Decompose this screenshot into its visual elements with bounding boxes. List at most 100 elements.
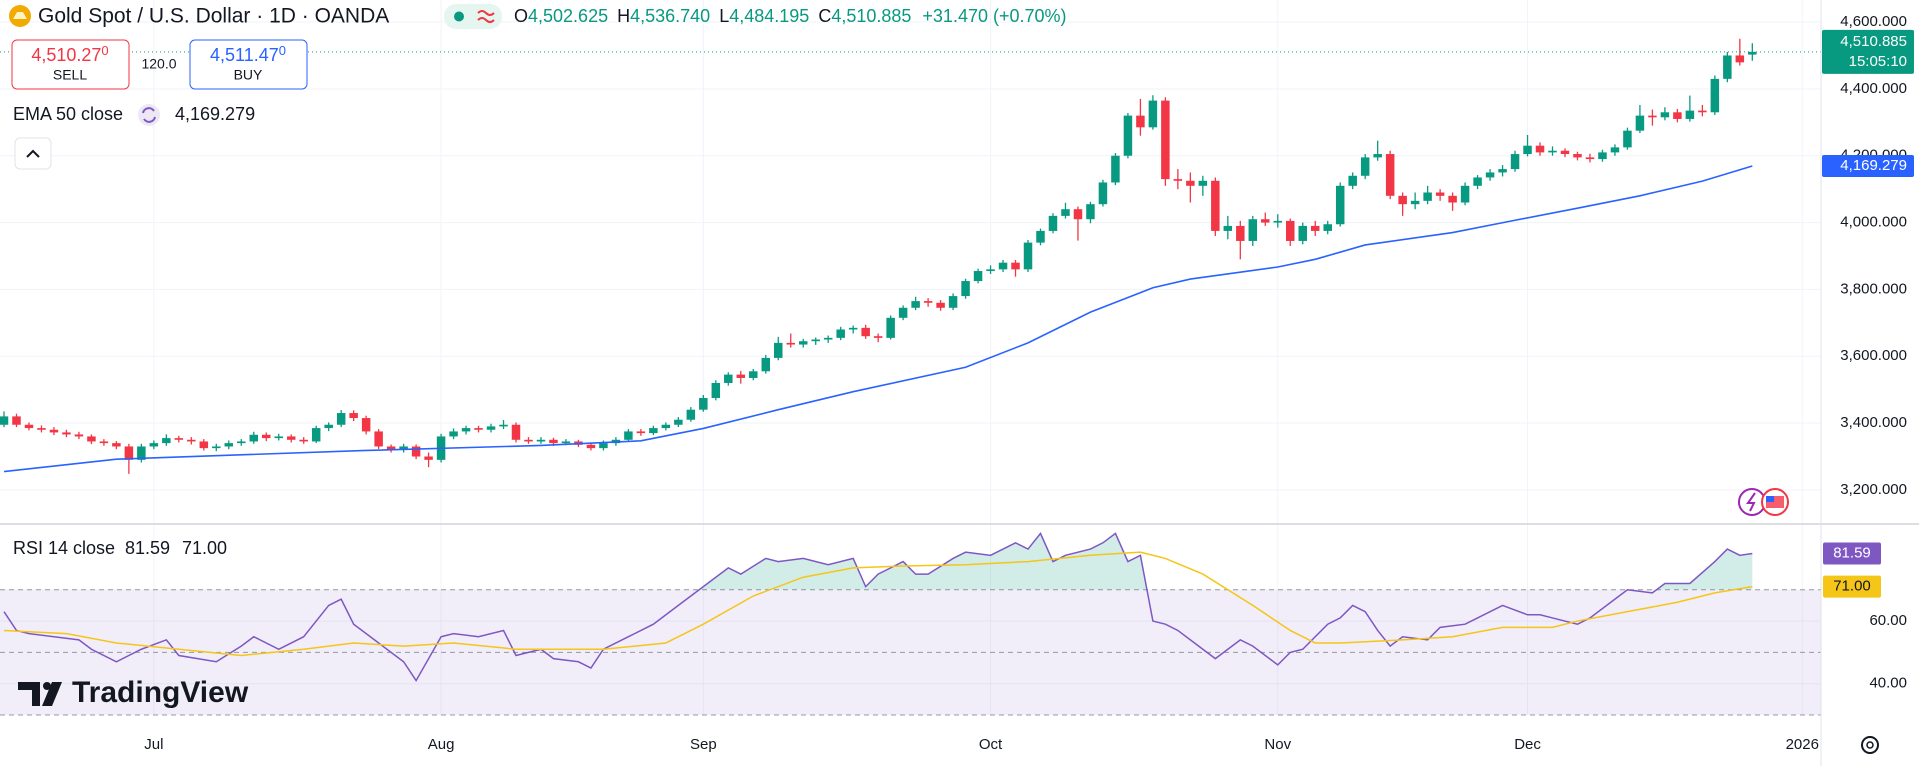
- candle-body: [137, 446, 146, 460]
- candle-body: [798, 341, 808, 345]
- candle-body: [986, 269, 995, 272]
- candle-body: [411, 446, 421, 457]
- candle-body: [324, 424, 333, 429]
- y-tick-label: 4,400.000: [1840, 80, 1907, 97]
- candle-body: [1523, 145, 1532, 155]
- sell-button[interactable]: [11, 39, 130, 90]
- candle-body: [1248, 219, 1258, 241]
- candle-body: [62, 432, 71, 435]
- candle-body: [424, 456, 433, 460]
- collapse-button[interactable]: [14, 137, 52, 170]
- y-tick-label: 4,600.000: [1840, 13, 1907, 30]
- candle-body: [823, 337, 833, 340]
- candle-body: [1548, 150, 1557, 153]
- x-tick-label: 2026: [1786, 736, 1819, 753]
- buy-button[interactable]: [189, 39, 308, 90]
- candle-body: [1111, 155, 1120, 183]
- candle-body: [586, 444, 596, 449]
- rsi-value-box: [1823, 575, 1881, 598]
- candle-body: [0, 416, 9, 425]
- brand-name: TradingView: [72, 676, 249, 709]
- candle-body: [1098, 182, 1108, 205]
- candle-body: [898, 307, 908, 318]
- candle-body: [1685, 110, 1695, 119]
- candle-body: [961, 281, 970, 297]
- candle-body: [1261, 219, 1270, 223]
- candle-body: [237, 441, 246, 444]
- candle-body: [699, 398, 708, 410]
- candle-body: [1535, 145, 1545, 153]
- candle-body: [1011, 262, 1020, 270]
- candle-body: [1373, 154, 1382, 158]
- ohlc-key: C: [818, 6, 831, 26]
- rsi-ma-legend-value: 71.00: [182, 538, 227, 558]
- ema-line: [3, 165, 1753, 473]
- candle-body: [1723, 55, 1732, 79]
- brand-glyph: [42, 682, 62, 706]
- buy-price: 4,511.470: [210, 43, 286, 64]
- price-layer: [0, 38, 1821, 474]
- ema-legend[interactable]: EMA 50 close: [13, 104, 123, 124]
- settings-icon[interactable]: [1861, 736, 1879, 754]
- candle-body: [499, 424, 508, 427]
- candle-body: [774, 342, 783, 358]
- candle-body: [1385, 154, 1395, 196]
- candle-body: [1023, 242, 1033, 270]
- sell-label: SELL: [53, 67, 87, 83]
- candle-body: [1073, 209, 1083, 220]
- rsi-legend[interactable]: RSI 14 close: [13, 538, 115, 558]
- candle-body: [1360, 157, 1370, 176]
- candle-body: [299, 439, 308, 442]
- candle-body: [1410, 200, 1420, 205]
- x-tick-label: Oct: [979, 736, 1003, 753]
- candle-body: [1735, 55, 1745, 63]
- price-change: +31.470 (+0.70%): [922, 6, 1066, 26]
- symbol-title[interactable]: Gold Spot / U.S. Dollar · 1D · OANDA: [38, 5, 389, 28]
- sell-price: 4,510.270: [31, 43, 108, 64]
- y-tick-label: 3,800.000: [1840, 280, 1907, 297]
- brand-logo[interactable]: TradingView: [18, 676, 249, 709]
- candle-body: [911, 301, 920, 308]
- symbol-logo-glyph: [13, 12, 27, 19]
- y-tick-label: 3,600.000: [1840, 347, 1907, 364]
- buy-price-main: 4,511.47: [210, 45, 279, 65]
- candle-body: [1198, 180, 1208, 186]
- rsi-value-label: 71.00: [1833, 578, 1871, 595]
- candle-body: [836, 329, 845, 338]
- market-status[interactable]: [444, 4, 502, 29]
- candle-body: [1498, 169, 1507, 173]
- data-icon: [477, 10, 495, 23]
- collapse-glyph: [26, 149, 40, 158]
- candle-body: [561, 441, 571, 444]
- candle-body: [1123, 115, 1133, 156]
- candle-body: [1698, 110, 1707, 113]
- candle-body: [599, 443, 608, 449]
- x-tick-label: Sep: [690, 736, 717, 753]
- candle-body: [711, 382, 721, 399]
- candle-body: [1148, 100, 1158, 128]
- candle-body: [1161, 100, 1170, 180]
- ohlc-readout: O4,502.625 H4,536.740 L4,484.195 C4,510.…: [514, 6, 1067, 26]
- y-tick-label: 60.00: [1869, 612, 1907, 629]
- buy-price-fraction: 0: [279, 43, 286, 58]
- brand-glyph: [43, 682, 51, 690]
- candle-body: [1510, 154, 1520, 170]
- candle-body: [249, 434, 259, 442]
- candle-body: [1136, 115, 1145, 128]
- candle-body: [12, 416, 21, 425]
- candle-body: [1335, 185, 1345, 225]
- candle-body: [24, 424, 34, 429]
- candle-body: [886, 317, 895, 338]
- candle-body: [674, 419, 683, 425]
- candle-body: [1310, 225, 1320, 231]
- candle-body: [536, 439, 546, 442]
- event-glyph: [1746, 492, 1756, 512]
- header: Gold Spot / U.S. Dollar · 1D · OANDA O4,…: [9, 4, 1879, 754]
- candle-body: [1061, 209, 1070, 216]
- candle-body: [1211, 180, 1220, 231]
- y-tick-label: 3,200.000: [1840, 481, 1907, 498]
- candle-body: [1560, 150, 1570, 155]
- candle-body: [998, 262, 1008, 270]
- candle-body: [1473, 177, 1482, 186]
